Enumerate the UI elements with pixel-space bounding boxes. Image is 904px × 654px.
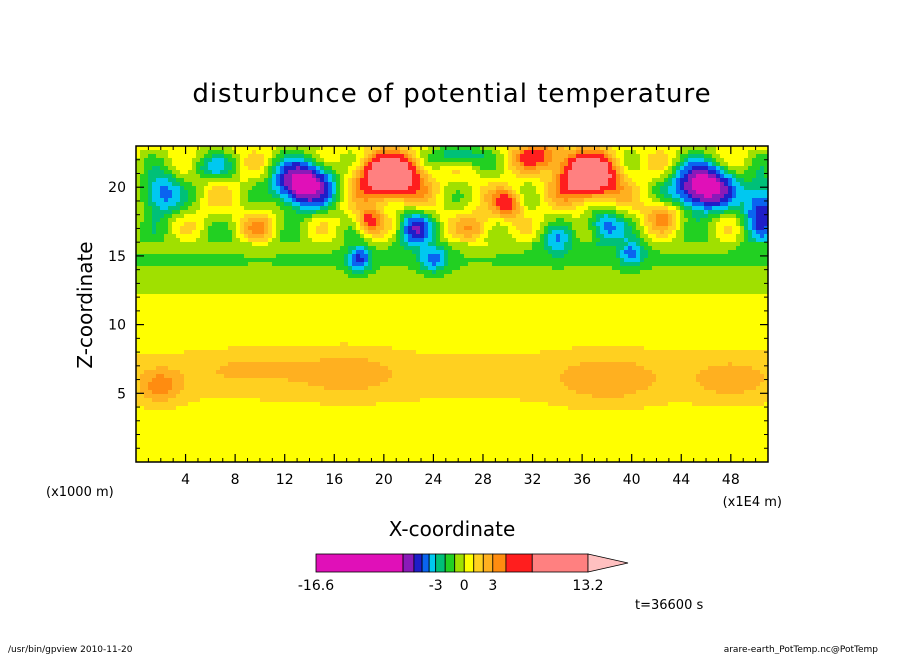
colorbar-bin — [428, 553, 437, 573]
y-tick-label: 20 — [108, 180, 126, 196]
colorbar — [315, 553, 629, 573]
x-axis: 4 8 12 16 20 24 28 32 36 40 44 48 — [147, 146, 769, 488]
colorbar-bin — [492, 553, 507, 573]
colorbar-label: 13.2 — [572, 578, 603, 594]
colorbar-bin — [473, 553, 484, 573]
x-tick-label: 28 — [474, 472, 492, 488]
plot-frame — [135, 145, 769, 463]
colorbar-bin — [463, 553, 475, 573]
chart-title: disturbunce of potential temperature — [192, 79, 711, 109]
x-tick-label: 4 — [181, 472, 190, 488]
y-tick-label: 5 — [117, 386, 126, 402]
colorbar-bin — [505, 553, 533, 573]
colorbar-bin — [531, 553, 589, 573]
footer-left: /usr/bin/gpview 2010-11-20 — [8, 645, 133, 654]
y-axis-label: Z-coordinate — [73, 241, 97, 368]
colorbar-bin — [444, 553, 456, 573]
x-tick-label: 12 — [276, 472, 294, 488]
footer-right: arare-earth_PotTemp.nc@PotTemp — [724, 645, 879, 654]
x-tick-label: 8 — [231, 472, 240, 488]
x-tick-label: 16 — [325, 472, 343, 488]
y-tick-label: 15 — [108, 249, 126, 265]
x-tick-label: 24 — [424, 472, 442, 488]
x-axis-label: X-coordinate — [389, 517, 516, 541]
y-tick-label: 10 — [108, 318, 126, 334]
x-tick-label: 48 — [722, 472, 740, 488]
colorbar-bin — [413, 553, 423, 573]
colorbar-label: -3 — [429, 578, 443, 594]
x-tick-label: 20 — [375, 472, 393, 488]
colorbar-bin — [315, 553, 404, 573]
x-tick-label: 40 — [623, 472, 641, 488]
colorbar-bin — [421, 553, 430, 573]
x-tick-label: 36 — [573, 472, 591, 488]
x-tick-label: 44 — [672, 472, 690, 488]
x-unit-left: (x1000 m) — [46, 485, 114, 500]
y-axis: 5 10 15 20 — [108, 145, 768, 449]
x-tick-label: 32 — [524, 472, 542, 488]
colorbar-bin — [402, 553, 415, 573]
colorbar-labels: -16.6 -3 0 3 13.2 — [298, 578, 604, 594]
colorbar-label: 3 — [488, 578, 497, 594]
colorbar-over-arrow — [587, 553, 629, 573]
colorbar-bin — [454, 553, 465, 573]
colorbar-bin — [435, 553, 446, 573]
colorbar-bin — [482, 553, 494, 573]
time-label: t=36600 s — [635, 598, 703, 613]
x-unit-right: (x1E4 m) — [723, 495, 782, 510]
colorbar-label: -16.6 — [298, 578, 334, 594]
heatmap-field — [136, 146, 768, 462]
colorbar-label: 0 — [460, 578, 469, 594]
